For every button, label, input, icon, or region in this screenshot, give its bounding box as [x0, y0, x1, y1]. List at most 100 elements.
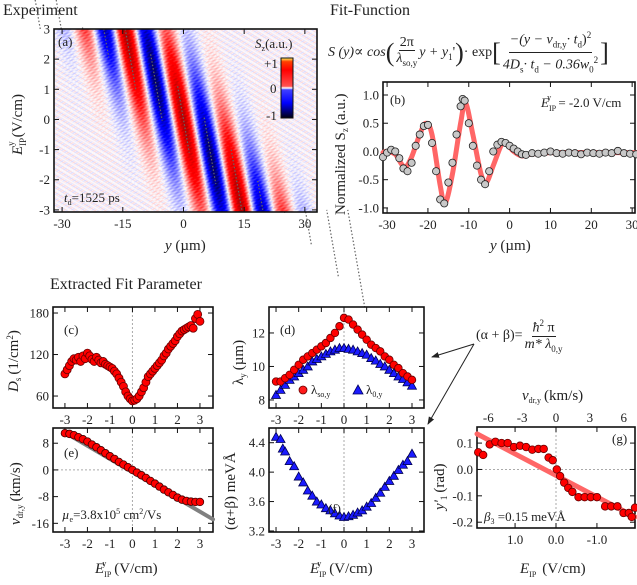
panel-b-data-point	[464, 119, 473, 128]
formula-paren-close: )	[455, 37, 464, 67]
panel-e-xtick-label: -1	[105, 536, 116, 551]
panel-f-xtick-label: -2	[293, 536, 304, 551]
panel-d-ytick-label: 8	[259, 392, 266, 407]
panel-g-xtick-label: 0.0	[548, 532, 564, 547]
panel-c-data-point	[188, 323, 198, 333]
panel-d-xtick-label: 0	[341, 412, 348, 427]
panel-b-field-annotation: EIPy = -2.0 V/cm	[540, 93, 621, 113]
panel-g-top-xtick-label: 3	[587, 410, 594, 425]
panel-g-xtick-label: 1.0	[507, 532, 523, 547]
panel-d-lambda0-point	[302, 361, 313, 371]
formula-fraction-1: 2π λso,y	[395, 35, 418, 71]
formula-lhs: S (y)∝ cos	[328, 45, 386, 61]
panel-g-frame	[476, 426, 636, 529]
panel-g-data-point	[555, 471, 565, 481]
panel-f-ytick-label: 3.2	[249, 523, 265, 538]
panel-b-data-point	[489, 147, 498, 156]
panel-g-data-point	[613, 502, 622, 511]
panel-a-ytick-label: -3	[39, 202, 50, 217]
panel-g-ytick-label: 0.0	[457, 462, 473, 477]
panel-e-xtick-label: -2	[82, 536, 93, 551]
panel-f-data-point	[402, 455, 413, 465]
ab-num: ħ2 π	[531, 318, 556, 337]
formula-num-1: 2π	[398, 35, 415, 52]
panel-e-ytick-label: 0	[43, 462, 50, 477]
panel-e-letter: (e)	[64, 445, 78, 460]
panel-f-data-point	[279, 446, 291, 456]
panel-a-node-line	[177, 86, 190, 153]
section-title-extracted: Extracted Fit Parameter	[50, 276, 203, 293]
panel-f-data-point	[384, 475, 395, 485]
panel-f-data-point	[275, 433, 286, 443]
panel-c-xtick-label: -1	[105, 412, 116, 427]
panel-g-letter: (g)	[612, 431, 627, 446]
ab-den: m* λ0,y	[524, 336, 563, 354]
panel-d-lambda0-point	[275, 384, 286, 394]
panel-a-node-line	[304, 209, 312, 245]
panel-e-xtick-label: 1	[152, 536, 159, 551]
formula-fraction-2: −(y − vdr,y· td)2 4Ds· td − 0.36w02	[502, 28, 599, 78]
panel-a-xtick-label: 30	[298, 216, 311, 231]
panel-d-ytick-label: 12	[252, 325, 265, 340]
panel-d-frame	[268, 306, 425, 409]
ab-fraction: ħ2 π m* λ0,y	[524, 316, 564, 356]
panel-b-data-point	[403, 167, 412, 176]
panel-d-xtick-label: -2	[293, 412, 304, 427]
panel-a-node-line	[124, 28, 137, 90]
panel-e-xtick-label: 2	[174, 536, 181, 551]
panel-g-xlabel: EIP (V/cm)	[519, 561, 586, 579]
formula-bracket: [	[492, 37, 501, 67]
panel-b-xtick-label: -30	[378, 217, 395, 232]
formula-paren: (	[385, 37, 395, 67]
panel-g-ytick-label: 0.1	[457, 436, 473, 451]
panel-a-delay-annotation: td=1525 ps	[64, 190, 120, 207]
panel-g-top-xtick-label: -6	[483, 410, 494, 425]
alpha-beta-formula: (α + β)= ħ2 π m* λ0,y	[476, 316, 565, 356]
panel-b-data-point	[428, 138, 437, 147]
panel-f-xtick-label: 3	[409, 536, 416, 551]
panel-b-ytick-label: -0.5	[358, 172, 379, 187]
colorbar-tick-0: 0	[270, 81, 277, 96]
panel-g-beta-annotation: β3 =0.15 meVÅ	[483, 509, 566, 526]
panel-b-xtick-label: 0	[506, 217, 513, 232]
panel-b-data-point	[452, 130, 461, 139]
panel-b-ytick-label: 1.0	[363, 87, 379, 102]
panel-b-data-point	[472, 161, 481, 170]
panel-c-ytick-label: 120	[30, 347, 50, 362]
panel-b-letter: (b)	[390, 92, 405, 107]
panel-f-data-point	[379, 481, 390, 491]
panel-b-xtick-label: 30	[626, 217, 637, 232]
panel-b-ytick-label: 0.5	[363, 116, 379, 131]
panel-f-data-point	[370, 492, 381, 502]
panel-f-data-point	[375, 487, 386, 497]
panel-c-xtick-label: 1	[152, 412, 159, 427]
panel-a-xtick-label: 15	[238, 216, 251, 231]
panel-b-data-point	[468, 141, 477, 150]
panel-e-mobility-annotation: µe=3.8x105 cm2/Vs	[62, 507, 161, 524]
panel-e-xtick-label: 3	[197, 536, 204, 551]
colorbar	[280, 57, 294, 119]
panel-b-xtick-label: -20	[419, 217, 436, 232]
formula-den-2: 4Ds· td − 0.36w02	[502, 55, 599, 75]
panel-c-xtick-label: 0	[129, 412, 136, 427]
panel-a-node-line	[55, 0, 62, 30]
panel-f-frame	[268, 427, 425, 533]
panel-f-xtick-label: -3	[271, 536, 282, 551]
panel-d-lambda0-point	[406, 380, 418, 390]
panel-g-ylabel: y'1(rad)	[432, 463, 449, 512]
panel-g-data-point	[627, 512, 636, 522]
panel-c-letter: (c)	[64, 322, 78, 337]
panel-f-data-point	[366, 497, 377, 507]
legend-label-lambda-0: λ0,y	[366, 382, 382, 399]
panel-a-ytick-label: 0	[44, 112, 51, 127]
panel-d-xtick-label: -3	[271, 412, 282, 427]
panel-b-xtick-label: -10	[460, 217, 477, 232]
panel-d-xtick-label: 2	[386, 412, 393, 427]
arrow-to-panel-f	[427, 343, 475, 425]
panel-a-node-line	[34, 0, 41, 30]
panel-d-letter: (d)	[280, 322, 295, 337]
panel-b-data-point	[448, 158, 457, 167]
panel-g-xtick-label: -1.0	[587, 532, 608, 547]
panel-a-ytick-label: 3	[44, 22, 51, 37]
colorbar-title: Sz(a.u.)	[255, 36, 293, 53]
